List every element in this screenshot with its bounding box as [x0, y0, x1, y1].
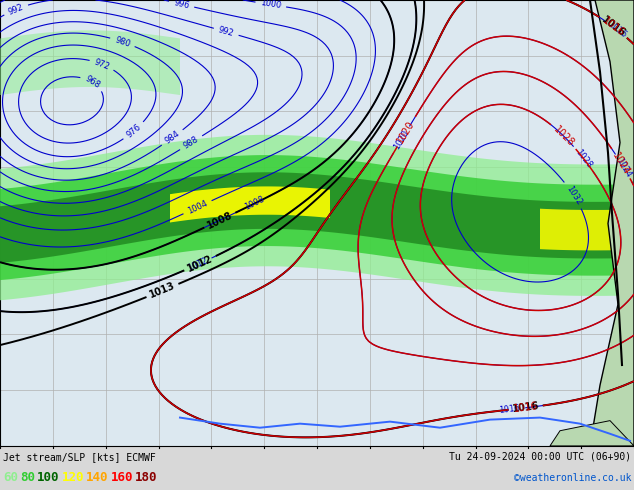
Text: 1016: 1016	[512, 401, 540, 415]
Text: 1012: 1012	[186, 256, 209, 273]
Text: 988: 988	[182, 135, 200, 151]
Text: Tu 24-09-2024 00:00 UTC (06+90): Tu 24-09-2024 00:00 UTC (06+90)	[449, 452, 631, 462]
Text: 160: 160	[110, 471, 133, 485]
Text: 1016: 1016	[600, 15, 627, 39]
Text: Jet stream/SLP [kts] ECMWF: Jet stream/SLP [kts] ECMWF	[3, 452, 156, 462]
Text: 1028: 1028	[552, 124, 576, 148]
Text: 1013: 1013	[148, 281, 177, 300]
Text: 180: 180	[135, 471, 157, 485]
Text: 968: 968	[83, 74, 101, 90]
Text: 1008: 1008	[243, 195, 266, 212]
Text: 1016: 1016	[606, 20, 628, 40]
Text: ©weatheronline.co.uk: ©weatheronline.co.uk	[514, 473, 631, 483]
Text: 992: 992	[7, 2, 25, 17]
Text: 1016: 1016	[513, 401, 538, 414]
Text: 100: 100	[37, 471, 60, 485]
Text: 972: 972	[93, 57, 111, 72]
Polygon shape	[0, 135, 634, 300]
Text: 992: 992	[217, 25, 235, 38]
Text: 984: 984	[164, 129, 181, 146]
Text: 140: 140	[86, 471, 108, 485]
Text: 996: 996	[173, 0, 190, 10]
Text: 1016: 1016	[499, 404, 521, 415]
Text: 1016: 1016	[600, 16, 626, 38]
Text: 1024: 1024	[614, 156, 633, 179]
Polygon shape	[170, 186, 330, 222]
Text: 60: 60	[3, 471, 18, 485]
Text: 1028: 1028	[574, 147, 593, 170]
Text: 976: 976	[125, 122, 143, 140]
Text: 120: 120	[61, 471, 84, 485]
Text: 80: 80	[20, 471, 35, 485]
Polygon shape	[540, 209, 634, 250]
Polygon shape	[0, 155, 634, 280]
Polygon shape	[550, 420, 634, 446]
Polygon shape	[0, 30, 180, 95]
Text: 1004: 1004	[186, 199, 209, 216]
Text: 1000: 1000	[260, 0, 282, 11]
Text: 980: 980	[113, 35, 131, 49]
Text: 1012: 1012	[186, 253, 214, 273]
Polygon shape	[0, 172, 634, 263]
Text: 1020: 1020	[392, 128, 411, 151]
Text: 1008: 1008	[205, 210, 234, 230]
Text: 1024: 1024	[611, 150, 632, 176]
Polygon shape	[590, 0, 634, 446]
Text: 1020: 1020	[396, 119, 417, 145]
Text: 1032: 1032	[564, 184, 583, 206]
